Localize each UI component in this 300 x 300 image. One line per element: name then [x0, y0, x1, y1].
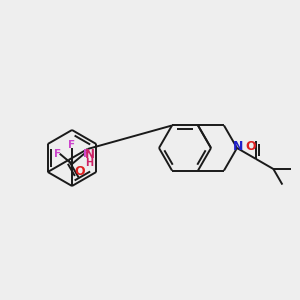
Text: F: F — [68, 140, 76, 150]
Text: O: O — [246, 140, 256, 152]
Text: H: H — [85, 158, 94, 168]
Text: N: N — [233, 140, 243, 154]
Text: F: F — [54, 149, 61, 159]
Text: O: O — [74, 165, 85, 178]
Text: N: N — [85, 148, 94, 161]
Text: F: F — [83, 149, 90, 159]
